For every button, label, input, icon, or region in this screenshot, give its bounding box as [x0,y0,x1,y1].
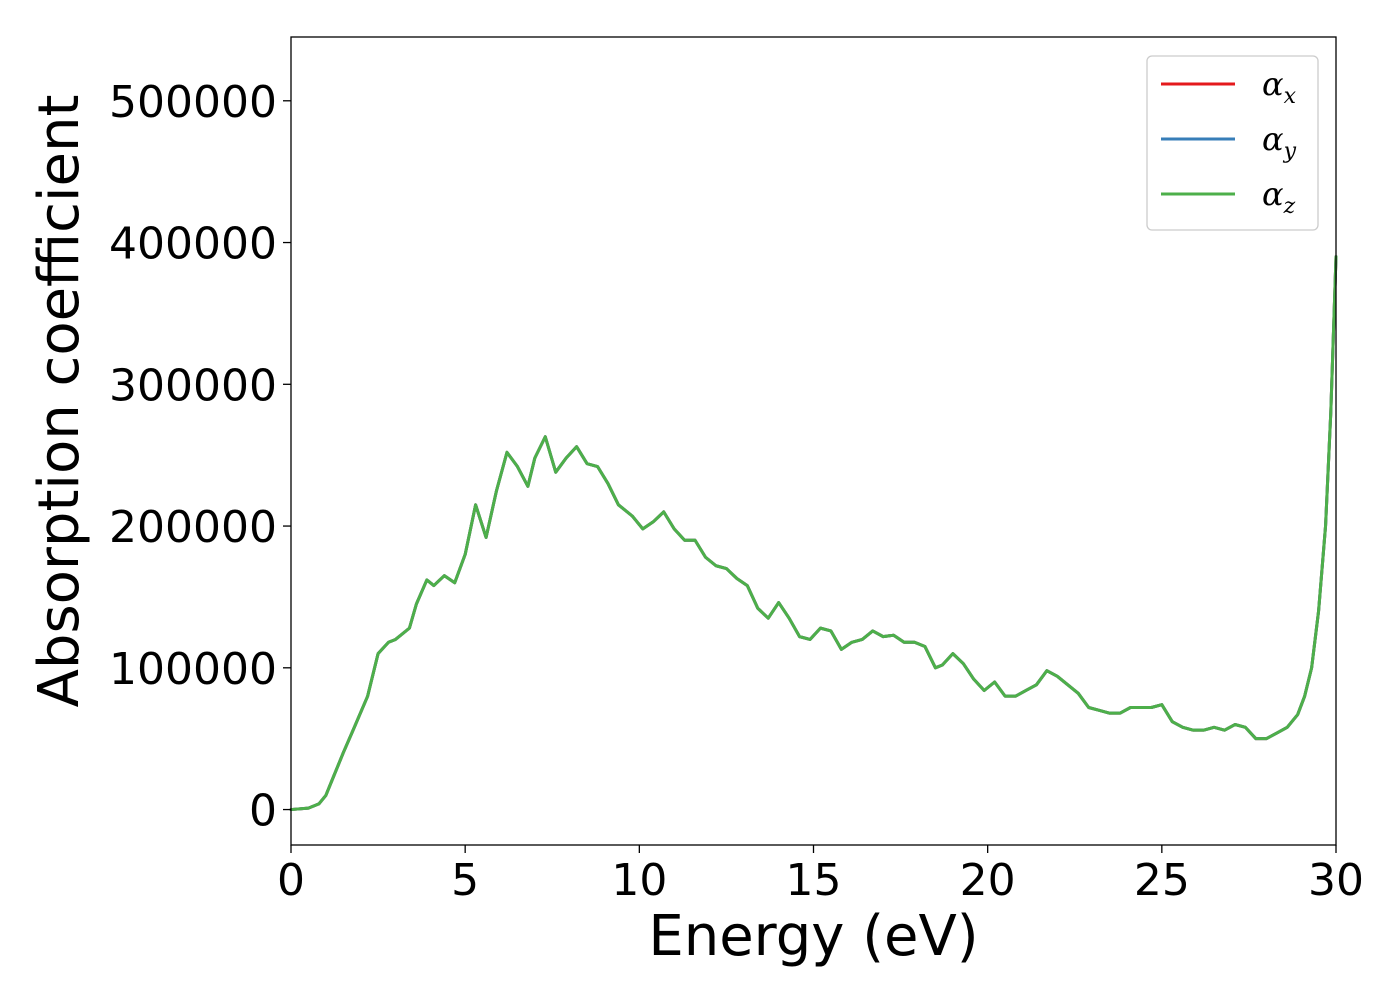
x-tick-label: 0 [277,855,305,906]
legend-label-alpha-z: αz [1262,175,1296,219]
y-axis-label: Absorption coefficient [27,95,92,708]
x-tick-label: 10 [611,855,667,906]
series-layer [289,255,1338,812]
legend-label-alpha-x: αx [1262,65,1297,109]
series-line-alpha-z [289,255,1338,812]
x-axis-label: Energy (eV) [648,904,978,969]
x-tick-label: 20 [960,855,1016,906]
axes-layer: 0 5 10 15 20 25 30 0 100000 200000 300000 400000 500… [109,36,1364,906]
y-tick-label: 500000 [109,77,277,128]
y-tick-label: 200000 [109,502,277,553]
x-tick-label: 5 [451,855,479,906]
y-tick-label: 300000 [109,360,277,411]
y-tick-label: 400000 [109,219,277,270]
x-tick-label: 15 [786,855,842,906]
y-tick-label: 0 [249,786,277,837]
y-tick-label: 100000 [109,644,277,695]
x-tick-label: 30 [1308,855,1364,906]
legend-box [1146,55,1319,231]
legend-label-alpha-y: αy [1262,120,1297,164]
x-tick-label: 25 [1134,855,1190,906]
legend: αx αy αz [1146,55,1319,231]
